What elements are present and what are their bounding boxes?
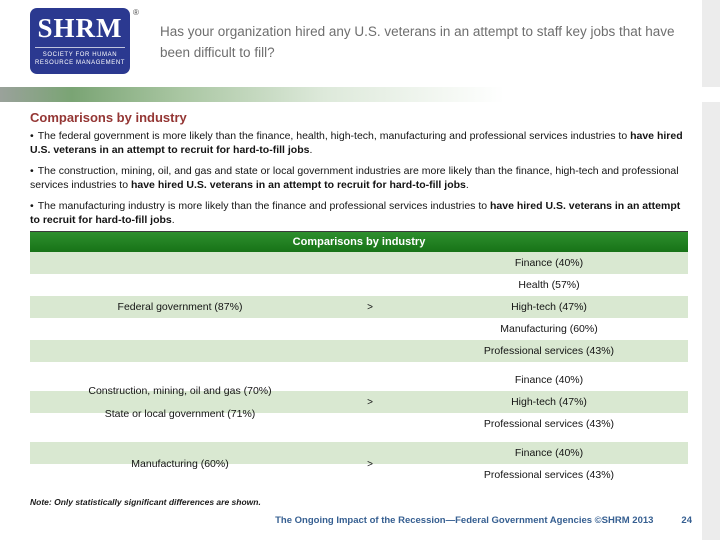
- shrm-logo-tagline: SOCIETY FOR HUMAN RESOURCE MANAGEMENT: [34, 46, 126, 67]
- table-row: Professional services (43%): [30, 464, 688, 486]
- table-left-label: Construction, mining, oil and gas (70%) …: [30, 369, 330, 435]
- bullet-text-tail: .: [171, 214, 175, 226]
- page-number: 24: [681, 515, 692, 526]
- bullet-text-normal: The federal government is more likely th…: [37, 130, 631, 142]
- table-cell: High-tech (47%): [511, 396, 587, 408]
- table-cell: High-tech (47%): [511, 301, 587, 313]
- bullet-marker: •: [30, 165, 34, 177]
- table-cell: Health (57%): [518, 279, 580, 291]
- shrm-logo-acronym: SHRM: [37, 12, 123, 43]
- table-left-label-text: Construction, mining, oil and gas (70%): [88, 384, 272, 397]
- footer-report-title: The Ongoing Impact of the Recession—Fede…: [275, 515, 654, 526]
- right-margin-strip: [702, 0, 720, 540]
- greater-than-symbol: >: [367, 458, 373, 470]
- table-group-manufacturing: Finance (40%) Professional services (43%…: [30, 442, 688, 486]
- table-row: High-tech (47%): [30, 296, 688, 318]
- table-group-construction-state-local: Finance (40%) High-tech (47%) Profession…: [30, 369, 688, 435]
- table-left-label-text: Federal government (87%): [117, 301, 243, 313]
- table-row: Manufacturing (60%): [30, 318, 688, 340]
- table-row: Health (57%): [30, 274, 688, 296]
- table-group-federal-government: Finance (40%) Health (57%) High-tech (47…: [30, 252, 688, 362]
- bullet-text-bold: have hired U.S. veterans in an attempt t…: [130, 179, 466, 191]
- bullet-marker: •: [30, 200, 34, 212]
- bullet-text-normal: The construction, mining, oil, and gas a…: [30, 165, 679, 191]
- bullet-text-tail: .: [309, 144, 313, 156]
- bullet-item: • The construction, mining, oil, and gas …: [30, 164, 692, 192]
- greater-than-symbol: >: [367, 301, 373, 313]
- bullet-marker: •: [30, 130, 34, 142]
- footnote: Note: Only statistically significant dif…: [30, 497, 261, 507]
- table-row: Professional services (43%): [30, 413, 688, 435]
- table-row: Finance (40%): [30, 369, 688, 391]
- table-cell: Professional services (43%): [483, 469, 615, 481]
- bullet-text-normal: The manufacturing industry is more likel…: [37, 200, 490, 212]
- table-row: High-tech (47%): [30, 391, 688, 413]
- table-header: Comparisons by industry: [30, 231, 688, 252]
- table-left-label-text: State or local government (71%): [104, 407, 256, 420]
- registered-trademark-symbol: ®: [133, 8, 139, 17]
- table-cell: Professional services (43%): [483, 418, 615, 430]
- bullet-text-tail: .: [465, 179, 469, 191]
- section-heading: Comparisons by industry: [30, 110, 187, 125]
- table-left-label: Manufacturing (60%): [30, 442, 330, 486]
- shrm-logo-tagline-line2: RESOURCE MANAGEMENT: [34, 60, 126, 66]
- comparison-table: Comparisons by industry Finance (40%) He…: [30, 231, 688, 493]
- header-divider-band: [0, 87, 720, 102]
- table-row: Finance (40%): [30, 252, 688, 274]
- table-cell: Finance (40%): [514, 257, 584, 269]
- bullet-text-bold: have hired U.S. veterans in an attempt t…: [30, 130, 683, 156]
- bullet-item: • The federal government is more likely t…: [30, 129, 692, 157]
- table-left-label: Federal government (87%): [30, 252, 330, 362]
- table-cell: Professional services (43%): [483, 345, 615, 357]
- bullet-list: • The federal government is more likely t…: [30, 129, 692, 234]
- table-left-label-text: Manufacturing (60%): [131, 458, 229, 470]
- table-row: Professional services (43%): [30, 340, 688, 362]
- bullet-text-bold: have hired U.S. veterans in an attempt t…: [30, 200, 681, 226]
- footer: The Ongoing Impact of the Recession—Fede…: [0, 515, 700, 526]
- shrm-logo-tagline-line1: SOCIETY FOR HUMAN: [42, 51, 118, 58]
- bullet-item: • The manufacturing industry is more like…: [30, 199, 692, 227]
- greater-than-symbol: >: [367, 396, 373, 408]
- table-cell: Manufacturing (60%): [500, 323, 598, 335]
- table-row: Finance (40%): [30, 442, 688, 464]
- slide-title: Has your organization hired any U.S. vet…: [160, 24, 675, 60]
- shrm-logo: SHRM SOCIETY FOR HUMAN RESOURCE MANAGEME…: [30, 8, 130, 74]
- table-cell: Finance (40%): [514, 374, 584, 386]
- table-cell: Finance (40%): [514, 447, 584, 459]
